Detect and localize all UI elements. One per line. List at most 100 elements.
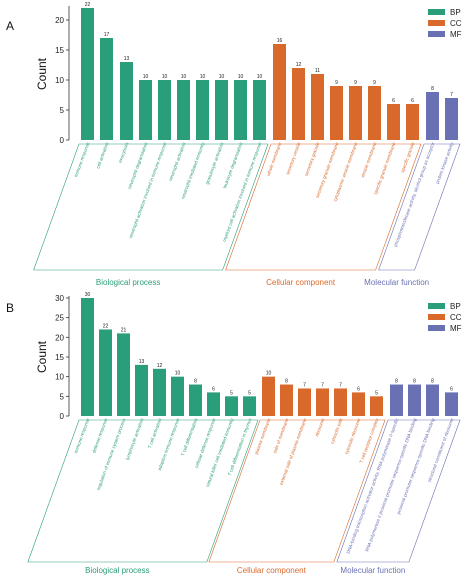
bar (135, 364, 148, 416)
category-label: immune response (73, 417, 90, 453)
group-label: Molecular function (364, 278, 429, 287)
bar (189, 384, 202, 416)
y-axis-label: Count (35, 57, 49, 90)
bar-value-label: 22 (85, 2, 91, 8)
chart-panel-b: B Count 0 5 10 15 20 25 30 30 immune response 22 def… (6, 292, 462, 575)
y-tick-label: 5 (60, 392, 65, 401)
bar-value-label: 8 (413, 379, 416, 385)
bar-value-label: 13 (124, 56, 130, 62)
bar (408, 384, 421, 416)
bar-value-label: 10 (162, 74, 168, 80)
bar-value-label: 30 (85, 292, 91, 298)
bar (215, 80, 228, 140)
bar-value-label: 10 (181, 74, 187, 80)
bar-value-label: 10 (200, 74, 206, 80)
category-label: vesicle membrane (360, 141, 378, 178)
legend-swatch (428, 20, 445, 26)
category-label: adaptive immune response (157, 417, 181, 471)
category-label: cytosolic ribosome (344, 417, 362, 455)
bar-value-label: 8 (431, 379, 434, 385)
bar-value-label: 8 (395, 379, 398, 385)
y-tick-label: 15 (55, 46, 64, 55)
bar (225, 396, 238, 416)
bar (81, 298, 94, 416)
category-label: cytosolic part (330, 417, 344, 445)
bar-value-label: 22 (103, 323, 109, 329)
bar-value-label: 16 (277, 38, 283, 44)
bar-value-label: 8 (285, 379, 288, 385)
bar-value-label: 9 (335, 80, 338, 86)
bar (390, 384, 403, 416)
category-label: side of membrane (272, 417, 289, 454)
bar (171, 376, 184, 416)
bar-value-label: 7 (321, 382, 324, 388)
category-label: exocytosis (117, 141, 129, 164)
group-bracket (378, 143, 461, 271)
bar-value-label: 10 (175, 371, 181, 377)
group-label: Cellular component (237, 566, 307, 575)
category-label: myeloid cell activation involved in immu… (222, 141, 263, 242)
bar (292, 68, 305, 140)
category-label: secretory vesicle (285, 141, 302, 175)
bar (177, 80, 190, 140)
y-tick-label: 20 (55, 333, 64, 342)
bar (139, 80, 152, 140)
bar (426, 384, 439, 416)
group-label: Biological process (96, 278, 160, 287)
bar (387, 104, 400, 140)
category-label: neutrophil activation (168, 141, 187, 182)
category-label: proximal promoter sequence-specific DNA … (396, 417, 436, 515)
legend-entry: MF (450, 324, 462, 333)
bar-value-label: 10 (257, 74, 263, 80)
chart-panel-a: A Count 0 5 10 15 20 22 immune response 17 cell ac… (6, 2, 462, 287)
bar-value-label: 7 (303, 382, 306, 388)
bar (368, 86, 381, 140)
group-bracket (208, 419, 386, 563)
bar (243, 396, 256, 416)
legend-entry: BP (450, 8, 461, 17)
legend-swatch (428, 9, 445, 15)
group-bracket (27, 419, 259, 563)
bar (100, 38, 113, 140)
bar (158, 80, 171, 140)
bar-value-label: 9 (354, 80, 357, 86)
bar (262, 376, 275, 416)
category-label: leukocyte degranulation (222, 141, 243, 189)
bar-value-label: 6 (212, 386, 215, 392)
panel-letter: B (6, 301, 14, 315)
category-label: T cell receptor complex (359, 417, 380, 464)
bar (117, 333, 130, 416)
legend-swatch (428, 303, 445, 309)
group-bracket (225, 143, 422, 271)
bar (426, 92, 439, 140)
legend-entry: BP (450, 302, 461, 311)
bar-value-label: 6 (411, 98, 414, 104)
bar (273, 44, 286, 140)
legend-swatch (428, 31, 445, 37)
bar (352, 392, 365, 416)
category-label: ribosome (314, 417, 325, 437)
bar-value-label: 5 (375, 390, 378, 396)
category-label: cell activation (95, 141, 109, 169)
bar (207, 392, 220, 416)
bar (298, 388, 311, 416)
y-tick-label: 25 (55, 314, 64, 323)
bar (311, 74, 324, 140)
bar (234, 80, 247, 140)
bar-value-label: 10 (266, 371, 272, 377)
bar-value-label: 13 (139, 359, 145, 365)
category-label: protein kinase activity (435, 141, 455, 185)
category-label: immune response (73, 141, 90, 177)
group-bracket (336, 419, 461, 563)
bar-value-label: 10 (143, 74, 149, 80)
category-label: T cell differentiation (180, 417, 198, 456)
bar (280, 384, 293, 416)
group-label: Molecular function (340, 566, 405, 575)
legend-swatch (428, 325, 445, 331)
bar-value-label: 6 (357, 386, 360, 392)
bar (99, 329, 112, 416)
y-tick-label: 30 (55, 294, 64, 303)
category-label: granulocyte activation (205, 141, 225, 185)
group-bracket (33, 143, 269, 271)
